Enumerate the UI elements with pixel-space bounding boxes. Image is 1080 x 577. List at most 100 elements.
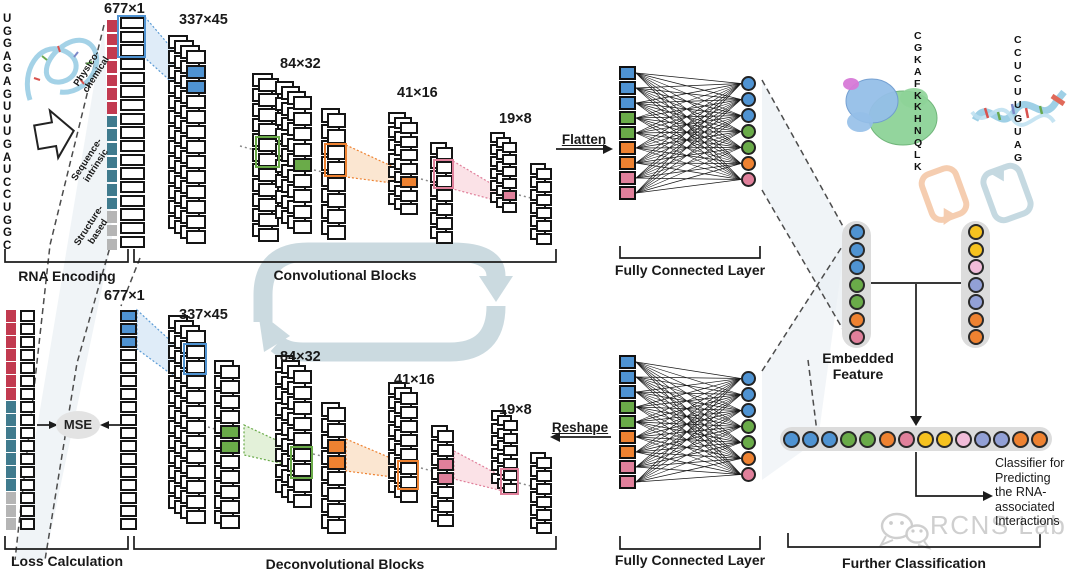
- encoder-conv1-stack-cell: [186, 155, 206, 169]
- section-rna-encoding: RNA Encoding: [18, 268, 116, 284]
- fc-bottom-output-node: [741, 403, 756, 418]
- encoder-conv2-stack-cell: [293, 189, 312, 204]
- fc-bottom-connection: [635, 474, 742, 483]
- encoder-input-column-cell: [120, 71, 145, 84]
- encoder-conv2-stack-cell: [293, 96, 312, 111]
- decoder-up2-stack-cell: [327, 423, 346, 438]
- embedded-pill-rna-dot: [848, 276, 865, 293]
- fc-top-connection: [635, 115, 742, 119]
- fc-bottom-connection: [635, 394, 742, 483]
- rna-partner-sequence: C C U C U U G U A G: [1014, 34, 1023, 164]
- embedded-pill-protein-dot: [967, 241, 984, 258]
- embedded-pill-protein-dot: [967, 294, 984, 310]
- protein-sequence: C G K A F K K H N Q L K: [914, 30, 923, 173]
- classifier-label: Classifier for Predicting the RNA- assoc…: [995, 456, 1065, 529]
- decoder-up3-stack-cell: [437, 444, 454, 457]
- fc-top-connection: [635, 162, 742, 180]
- encoder-legend-column-cell: [107, 74, 117, 87]
- fc-top-input-node: [619, 156, 636, 170]
- fc-bottom-connection: [635, 376, 742, 395]
- encoder-conv2-stack-cell: [293, 127, 312, 142]
- encoder-output-stack-cell: [536, 168, 552, 180]
- encoder-pool3-stack-cell: [436, 147, 453, 160]
- loss-recon-column-cell: [20, 414, 35, 427]
- encoder-input-column-cell: [120, 167, 145, 180]
- fc-bottom-output-node: [741, 467, 756, 482]
- decoder-deconv3-stack-cell: [400, 448, 418, 461]
- decoder-deconv4-stack-cell: [503, 457, 518, 469]
- fc-top-connection: [635, 72, 742, 164]
- fc-bottom-connection: [635, 421, 742, 475]
- loss-target-column-cell: [6, 349, 16, 361]
- encoder-conv2-stack-cell: [293, 111, 312, 126]
- concat-feature-pill-dot: [783, 430, 800, 448]
- loss-target-column-cell: [6, 518, 16, 531]
- concat-feature-pill-dot: [878, 430, 896, 448]
- section-fc-bottom: Fully Connected Layer: [614, 552, 766, 568]
- fc-top-connection: [635, 117, 742, 180]
- decoder-deconv3-stack-cell: [400, 392, 418, 405]
- decoder-input-column-cell: [120, 388, 137, 400]
- fc-bottom-connection: [635, 378, 742, 423]
- shade-cone-bottom-right: [762, 242, 845, 480]
- fc-bottom-connection: [635, 466, 742, 475]
- rna-structure-tick4: [73, 51, 79, 58]
- fc-bottom-connection: [635, 436, 742, 475]
- fc-bottom-connection: [635, 421, 742, 443]
- fc-top-connection: [635, 115, 742, 194]
- mse-arrowhead-left: [49, 421, 58, 429]
- fc-bottom-connection: [635, 406, 742, 459]
- rna-helix-end: [1050, 93, 1066, 107]
- decoder-deconv3-stack-cell: [400, 490, 418, 503]
- fc-bottom-connection: [635, 378, 742, 393]
- fc-bottom-connection: [635, 378, 742, 408]
- loss-recon-column-cell: [20, 479, 35, 492]
- decoder-deconv4-stack-cell: [503, 445, 518, 457]
- loop-band-bottom: [270, 305, 506, 362]
- encoder-pool2-stack-cell: [327, 129, 346, 144]
- decoder-input-column-cell: [120, 427, 137, 440]
- decoder-up1-stack-cell: [220, 500, 240, 514]
- decoder-dim-19: 19×8: [499, 402, 532, 418]
- bracket-rna-encoding: [4, 249, 129, 263]
- section-fc-top: Fully Connected Layer: [614, 262, 766, 278]
- encoder-conv1-stack-cell: [186, 65, 206, 79]
- concat-feature-pill-dot: [802, 430, 820, 448]
- encoder-conv1-stack-cell: [186, 125, 206, 139]
- fc-top-connection: [635, 99, 742, 104]
- fc-top-connection: [635, 83, 742, 149]
- encoder-output-stack-cell: [536, 194, 552, 206]
- fc-bottom-connection: [635, 361, 742, 459]
- fc-bottom-input-node: [619, 445, 636, 459]
- classifier-arrowhead: [983, 491, 993, 501]
- fc-top-connection: [635, 87, 742, 132]
- encoder-legend-column-cell: [107, 60, 117, 73]
- decoder-up3-stack-cell: [437, 500, 454, 513]
- fc-top-connection: [635, 131, 742, 149]
- fc-bottom-connection: [635, 376, 742, 459]
- rna-helix-strand2: [970, 107, 1056, 127]
- loss-recon-column-cell: [20, 349, 35, 361]
- fc-bottom-connection: [635, 361, 742, 427]
- encoder-conv3-stack-cell: [400, 149, 418, 162]
- loss-recon-column-cell: [20, 505, 35, 518]
- fc-top-input-node: [619, 171, 636, 185]
- fc-top-connection: [635, 83, 742, 164]
- encoder-pool2-stack-cell: [327, 209, 346, 224]
- fc-bottom-connection: [635, 394, 742, 423]
- loss-recon-column-cell: [20, 336, 35, 348]
- decoder-up2-stack-cell: [327, 487, 346, 502]
- loss-recon-column-cell: [20, 401, 35, 413]
- loss-target-column-cell: [6, 401, 16, 413]
- fc-top-connection: [635, 87, 742, 180]
- decoder-deconv2-stack-cell: [293, 385, 312, 400]
- decoder-deconv2-stack-cell: [293, 478, 312, 493]
- concat-feature-pill-dot: [974, 430, 991, 448]
- decoder-up2-stack-cell: [327, 455, 346, 470]
- loss-target-column-cell: [6, 375, 16, 387]
- decoder-up3-stack-cell: [437, 472, 454, 485]
- decoder-input-column-cell: [120, 375, 137, 387]
- encoder-conv2-stack-cell: [293, 142, 312, 157]
- fc-top-input-node: [619, 66, 636, 80]
- dashed-guide-fc-top-a: [761, 79, 846, 231]
